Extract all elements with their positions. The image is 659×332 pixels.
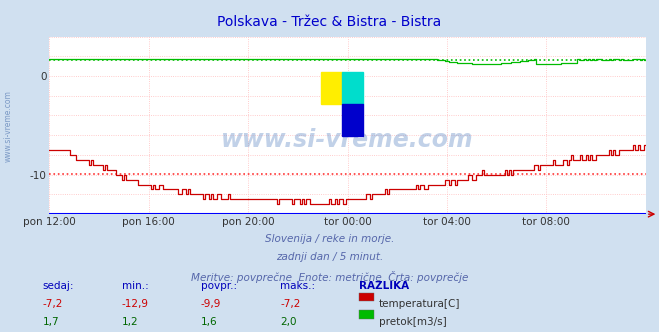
Text: pretok[m3/s]: pretok[m3/s] (379, 317, 447, 327)
Text: 1,6: 1,6 (201, 317, 217, 327)
Bar (321, 72, 341, 104)
Text: 1,7: 1,7 (43, 317, 59, 327)
Text: 1,2: 1,2 (122, 317, 138, 327)
Text: -7,2: -7,2 (280, 299, 301, 309)
Text: 2,0: 2,0 (280, 317, 297, 327)
Text: Slovenija / reke in morje.: Slovenija / reke in morje. (265, 234, 394, 244)
Text: povpr.:: povpr.: (201, 281, 237, 290)
Text: -7,2: -7,2 (43, 299, 63, 309)
Text: RAZLIKA: RAZLIKA (359, 281, 409, 290)
Text: -12,9: -12,9 (122, 299, 149, 309)
Text: temperatura[C]: temperatura[C] (379, 299, 461, 309)
Text: Meritve: povprečne  Enote: metrične  Črta: povprečje: Meritve: povprečne Enote: metrične Črta:… (191, 271, 468, 283)
Text: zadnji dan / 5 minut.: zadnji dan / 5 minut. (276, 252, 383, 262)
Text: maks.:: maks.: (280, 281, 315, 290)
Text: -9,9: -9,9 (201, 299, 221, 309)
Text: sedaj:: sedaj: (43, 281, 74, 290)
Bar (341, 104, 362, 136)
Text: Polskava - Tržec & Bistra - Bistra: Polskava - Tržec & Bistra - Bistra (217, 15, 442, 29)
Text: min.:: min.: (122, 281, 149, 290)
Text: www.si-vreme.com: www.si-vreme.com (3, 90, 13, 162)
Bar (341, 72, 362, 104)
Text: www.si-vreme.com: www.si-vreme.com (221, 127, 474, 151)
